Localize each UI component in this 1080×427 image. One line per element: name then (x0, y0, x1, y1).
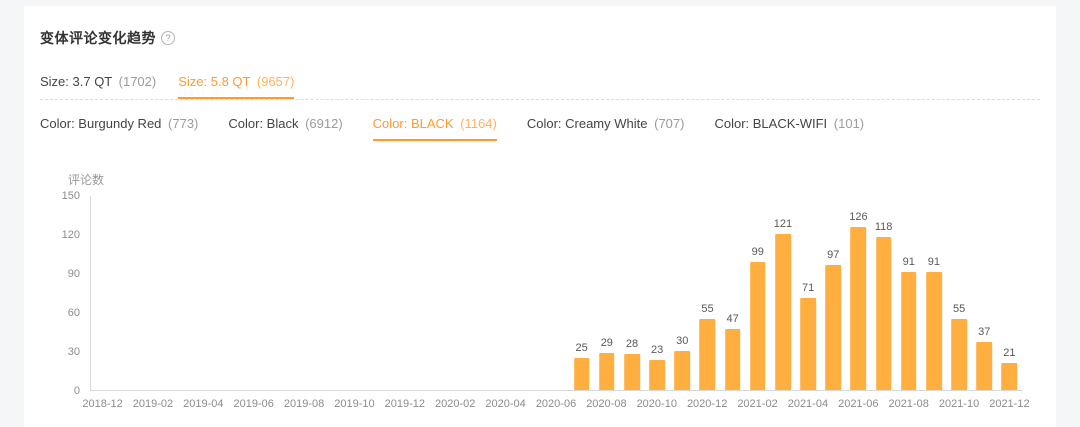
bar-value-label: 99 (751, 245, 764, 258)
bar-value-label: 126 (849, 211, 868, 224)
color-tab-black-wifi[interactable]: Color: BLACK-WIFI (101) (714, 116, 864, 141)
x-tick-label: 2019-02 (132, 398, 174, 410)
color-tab-label: Color: Burgundy Red (40, 116, 162, 131)
bar-2021-05[interactable]: 97 (825, 249, 842, 390)
bar-2020-10[interactable]: 23 (649, 344, 665, 390)
page-title: 变体评论变化趋势 (40, 30, 156, 46)
x-tick-label: 2021-12 (989, 398, 1030, 410)
plot-column: 25 29 28 23 30 55 47 99 121 71 97 126 118 91 91 55 37 21 … (82, 196, 1030, 416)
bar-value-label: 25 (575, 341, 588, 354)
color-tab-count: (773) (168, 116, 199, 131)
y-axis-title: 评论数 (68, 173, 105, 187)
bar-2021-07[interactable]: 118 (875, 221, 892, 390)
y-axis: 0 30 60 90 120 150 (40, 190, 90, 397)
bar-value-label: 29 (600, 336, 613, 349)
bar-2021-01[interactable]: 47 (724, 313, 741, 390)
bar-2021-08[interactable]: 91 (900, 256, 917, 390)
y-tick-label: 0 (73, 385, 80, 397)
x-tick-label: 2019-06 (233, 398, 274, 410)
review-trend-bar-chart: 评论数 0 30 60 90 120 150 25 29 28 23 30 55 47 99 121 71 9… (40, 171, 1040, 416)
size-tab-count: (9657) (256, 74, 295, 89)
bar-2021-10[interactable]: 55 (951, 303, 967, 390)
x-tick-label: 2021-06 (838, 398, 879, 410)
dashed-divider (40, 99, 1040, 100)
color-tab-burgundy-red[interactable]: Color: Burgundy Red (773) (40, 116, 198, 141)
section-header: 变体评论变化趋势 ? (40, 6, 1040, 48)
plot-area: 25 29 28 23 30 55 47 99 121 71 97 126 118 91 91 55 37 21 (90, 196, 1022, 391)
bar-value-label: 21 (1003, 346, 1016, 359)
color-tab-count: (707) (654, 116, 685, 131)
x-tick-label: 2020-02 (435, 398, 476, 410)
bar-2021-12[interactable]: 21 (1001, 347, 1018, 390)
variant-review-trend-card: 变体评论变化趋势 ? Size: 3.7 QT (1702) Size: 5.8… (24, 6, 1056, 427)
bar-2021-11[interactable]: 37 (976, 326, 993, 390)
color-tab-label: Color: BLACK-WIFI (714, 116, 828, 131)
x-tick-label: 2021-08 (888, 398, 929, 410)
bar-value-label: 23 (651, 344, 664, 357)
x-tick-label: 2020-06 (535, 398, 577, 410)
size-tab-label: Size: 5.8 QT (178, 74, 251, 89)
x-tick-label: 2019-04 (183, 398, 224, 410)
y-tick-label: 120 (61, 229, 80, 241)
bar-value-label: 37 (978, 326, 991, 339)
size-tab-label: Size: 3.7 QT (40, 74, 113, 89)
bar-value-label: 97 (827, 248, 840, 261)
color-tab-black[interactable]: Color: Black (6912) (228, 116, 342, 141)
bar-2021-02[interactable]: 99 (750, 246, 766, 390)
bar-value-label: 91 (927, 256, 941, 269)
color-tab-label: Color: BLACK (372, 116, 454, 131)
x-tick-label: 2020-12 (686, 398, 728, 410)
help-icon[interactable]: ? (161, 31, 175, 45)
x-axis: 2018-12 2019-02 2019-04 2019-06 2019-08 2019-… (82, 398, 1029, 416)
chart-body: 0 30 60 90 120 150 25 29 28 23 30 55 47 99 121 71 97 126… (40, 190, 1040, 416)
color-tab-creamy-white[interactable]: Color: Creamy White (707) (527, 116, 685, 141)
x-tick-label: 2021-10 (938, 398, 980, 410)
bar-value-label: 118 (874, 221, 893, 234)
size-tab-bar: Size: 3.7 QT (1702) Size: 5.8 QT (9657) (40, 74, 1040, 99)
x-tick-label: 2020-04 (485, 398, 526, 410)
y-tick-label: 90 (67, 268, 80, 280)
color-tab-label: Color: Creamy White (526, 116, 648, 131)
bar-2020-11[interactable]: 30 (674, 335, 691, 390)
size-tab-count: (1702) (118, 74, 157, 89)
bar-2020-08[interactable]: 29 (599, 337, 615, 390)
size-tab-3-7-qt[interactable]: Size: 3.7 QT (1702) (40, 74, 156, 99)
bar-2021-06[interactable]: 126 (849, 211, 868, 390)
x-tick-label: 2020-08 (586, 398, 627, 410)
bar-2020-09[interactable]: 28 (624, 338, 640, 390)
y-tick-label: 30 (67, 346, 80, 358)
x-tick-label: 2021-02 (737, 398, 778, 410)
bar-value-label: 121 (773, 217, 793, 230)
x-tick-label: 2019-08 (283, 398, 325, 410)
color-tab-count: (101) (833, 116, 865, 131)
bar-2021-04[interactable]: 71 (800, 282, 816, 390)
color-tab-label: Color: Black (228, 116, 299, 131)
bar-2021-03[interactable]: 121 (774, 218, 792, 390)
x-tick-label: 2021-04 (787, 398, 829, 410)
y-tick-label: 60 (67, 307, 80, 319)
bar-2020-07[interactable]: 25 (573, 342, 590, 390)
bar-value-label: 91 (902, 256, 915, 269)
bar-value-label: 47 (726, 313, 739, 326)
bar-value-label: 30 (676, 335, 689, 348)
color-tab-bar: Color: Burgundy Red (773) Color: Black (… (40, 116, 1040, 141)
bar-value-label: 71 (801, 282, 815, 295)
bar-value-label: 55 (952, 302, 966, 315)
bar-value-label: 28 (625, 337, 639, 350)
color-tab-count: (6912) (305, 116, 343, 131)
y-tick-label: 150 (61, 190, 80, 202)
size-tab-5-8-qt[interactable]: Size: 5.8 QT (9657) (178, 74, 295, 99)
x-tick-label: 2019-10 (334, 398, 375, 410)
x-tick-label: 2019-12 (384, 398, 426, 410)
color-tab-count: (1164) (460, 116, 497, 131)
bar-value-label: 55 (701, 302, 714, 315)
bar-2021-09[interactable]: 91 (926, 256, 942, 390)
x-tick-label: 2020-10 (636, 398, 677, 410)
color-tab-black-caps[interactable]: Color: BLACK (1164) (372, 116, 497, 141)
bar-2020-12[interactable]: 55 (699, 303, 716, 390)
x-tick-label: 2018-12 (82, 398, 123, 410)
